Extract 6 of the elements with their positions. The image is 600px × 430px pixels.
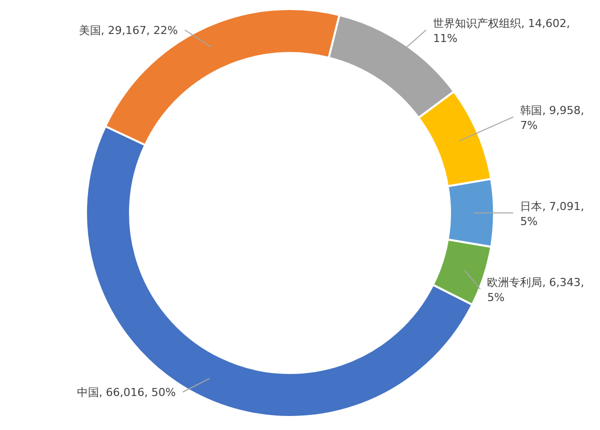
slice-label: 世界知识产权组织, 14,602, 11% bbox=[433, 17, 570, 45]
slice-label: 中国, 66,016, 50% bbox=[76, 386, 176, 399]
slice-label: 日本, 7,091, 5% bbox=[520, 200, 584, 228]
slice-label: 欧洲专利局, 6,343, 5% bbox=[487, 276, 584, 304]
slice-label: 韩国, 9,958, 7% bbox=[520, 104, 584, 132]
slice-label: 美国, 29,167, 22% bbox=[78, 24, 178, 37]
